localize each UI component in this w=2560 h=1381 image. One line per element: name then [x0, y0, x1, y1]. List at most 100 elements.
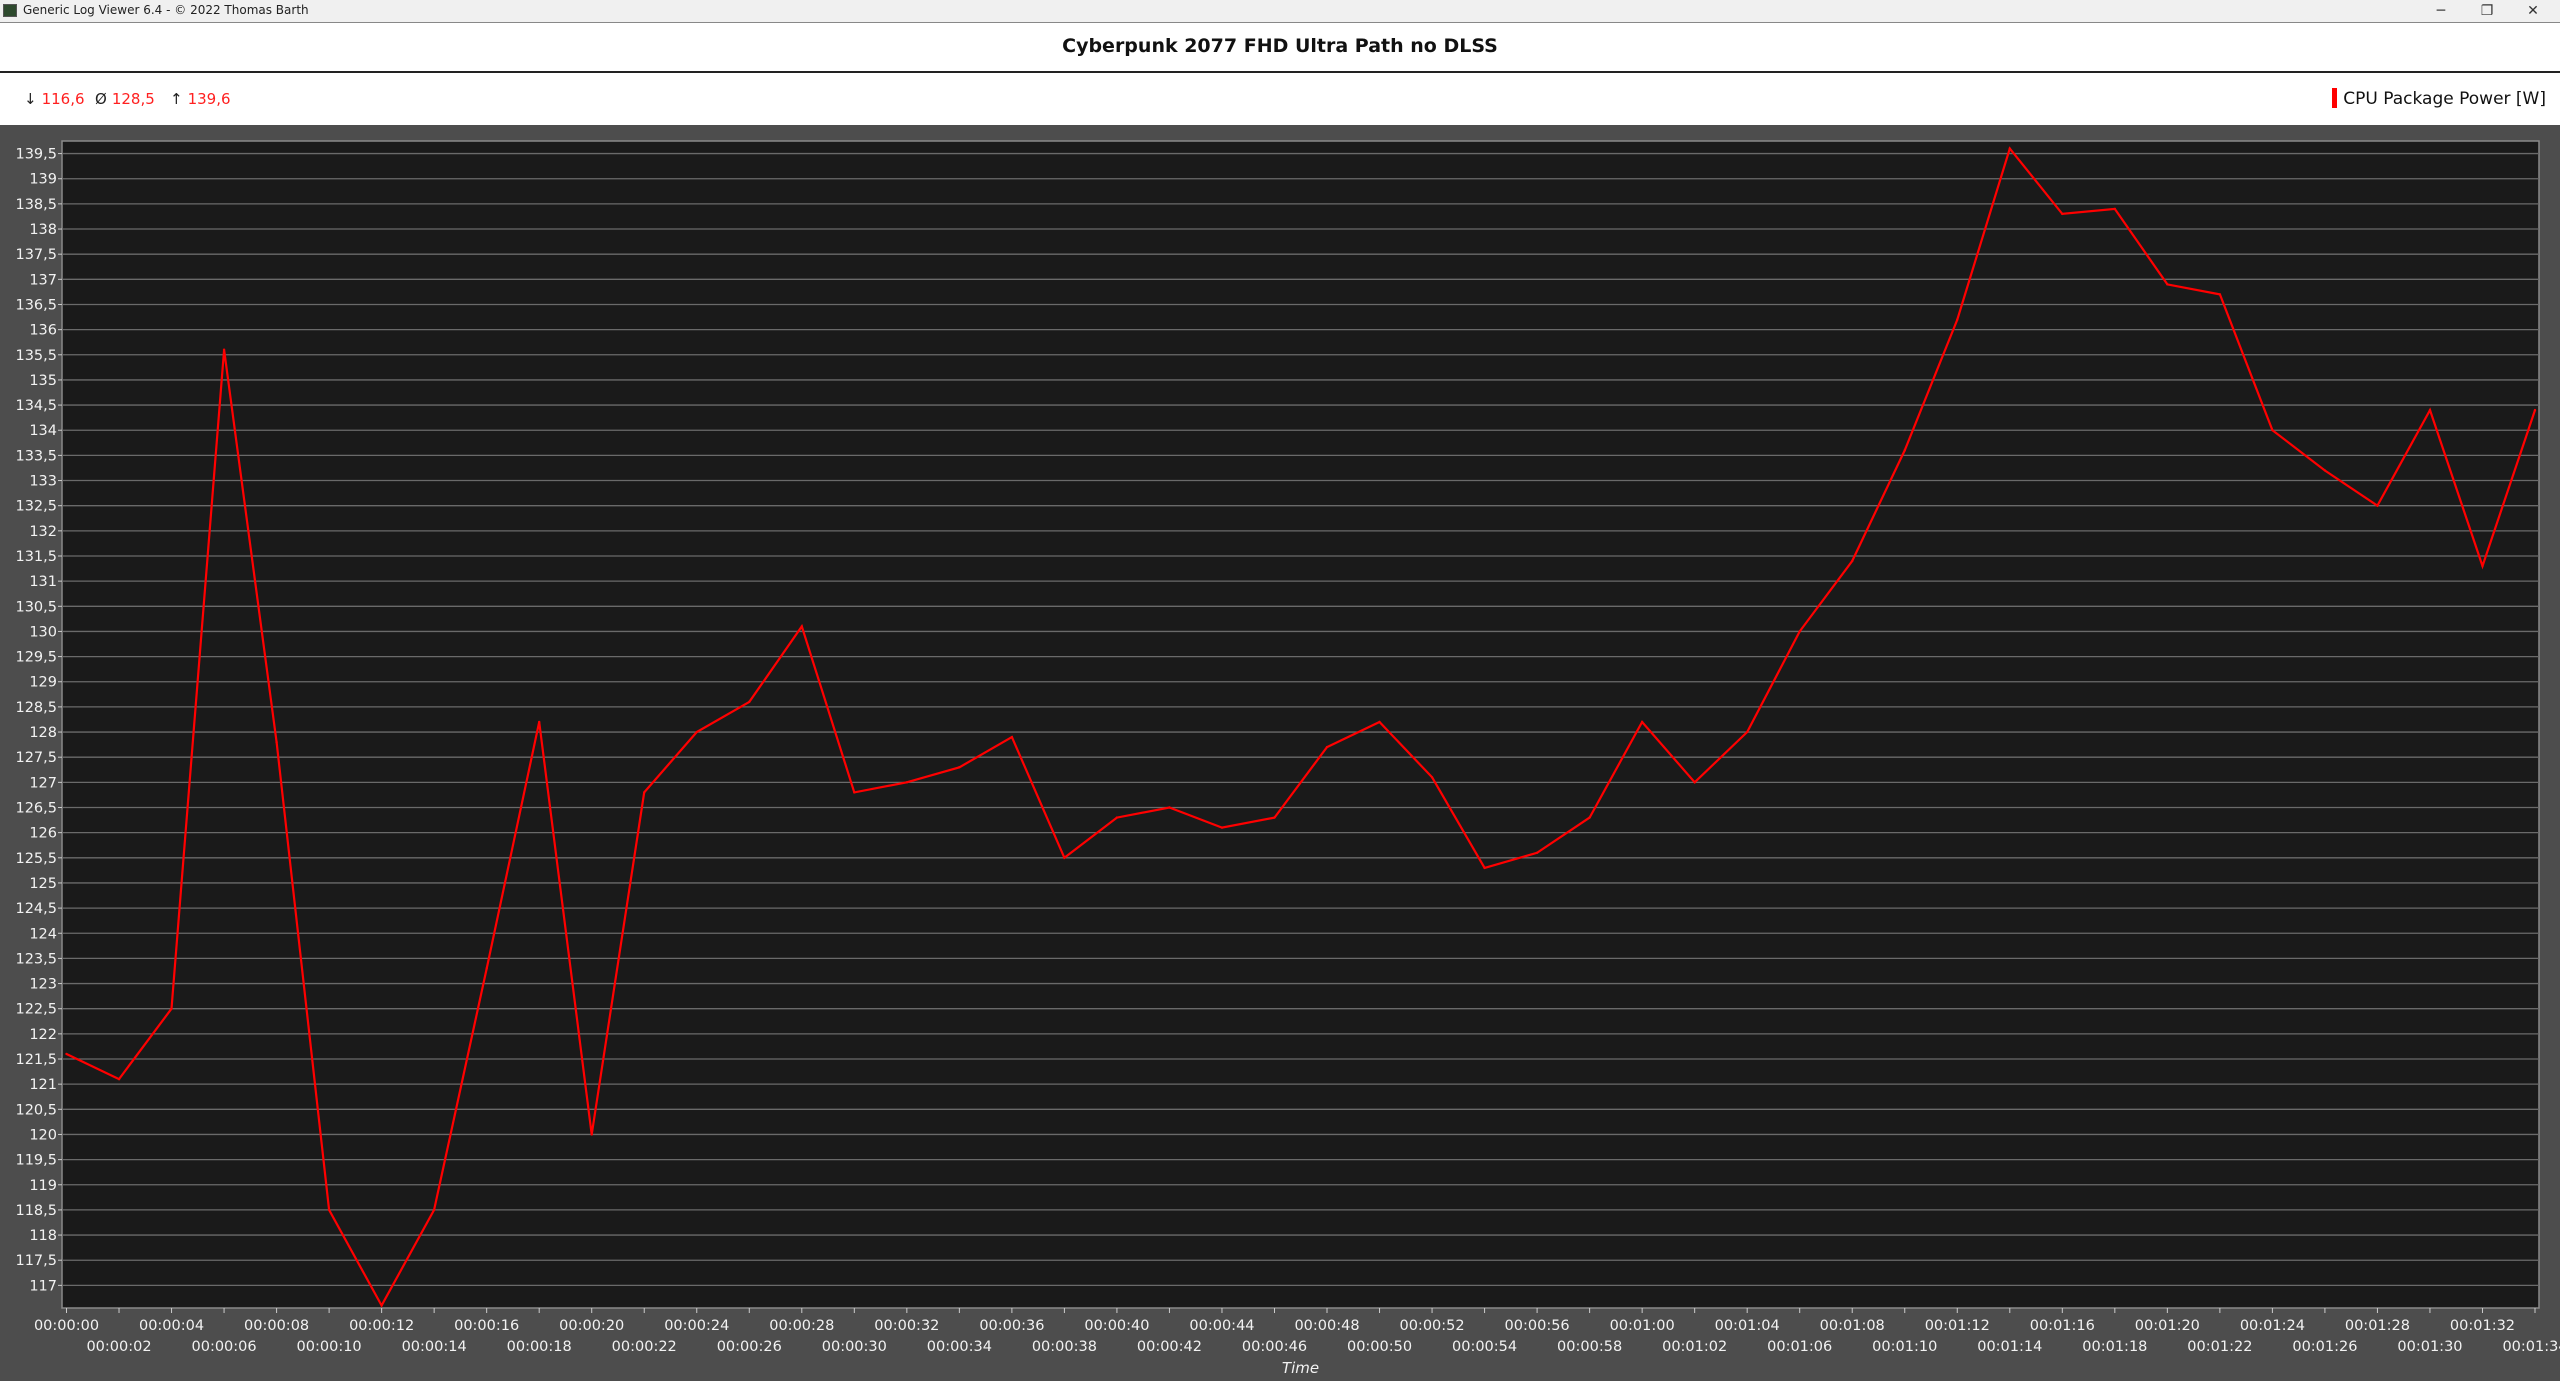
x-tick-label: 00:01:16	[2030, 1318, 2095, 1334]
data-point	[2008, 147, 2011, 150]
data-point	[537, 720, 541, 724]
data-point	[905, 781, 909, 784]
legend-item[interactable]: CPU Package Power [W]	[2332, 88, 2546, 109]
data-point	[2166, 283, 2169, 286]
y-tick-label: 118	[29, 1228, 57, 1244]
y-tick-label: 117	[29, 1278, 57, 1294]
stats-bar: ↓ 116,6 Ø 128,5 ↑ 139,6 CPU Package Power […	[0, 73, 2560, 125]
data-point	[117, 1077, 121, 1081]
x-tick-label: 00:00:06	[192, 1339, 257, 1355]
stat-max-value: 139,6	[187, 90, 231, 108]
data-point	[853, 791, 856, 794]
x-tick-label: 00:01:02	[1662, 1339, 1727, 1355]
x-tick-label: 00:00:02	[86, 1339, 151, 1355]
chart-title: Cyberpunk 2077 FHD Ultra Path no DLSS	[1062, 35, 1498, 57]
y-tick-label: 122	[29, 1027, 57, 1043]
y-tick-label: 120,5	[15, 1102, 57, 1118]
y-tick-label: 121	[29, 1077, 57, 1093]
data-point	[1640, 720, 1644, 724]
y-tick-label: 133,5	[15, 448, 57, 464]
data-point	[1851, 559, 1854, 563]
y-tick-label: 123	[29, 977, 57, 993]
data-point	[590, 1133, 593, 1136]
data-point	[1063, 856, 1066, 859]
y-tick-label: 136,5	[15, 297, 57, 313]
y-tick-label: 139,5	[15, 147, 57, 163]
y-tick-label: 119	[29, 1178, 57, 1194]
x-tick-label: 00:00:52	[1399, 1318, 1464, 1334]
x-tick-label: 00:01:18	[2082, 1339, 2147, 1355]
restore-button[interactable]: ❐	[2480, 3, 2494, 19]
x-tick-label: 00:00:16	[454, 1318, 519, 1334]
x-tick-label: 00:01:24	[2240, 1318, 2305, 1334]
series-line-cpu-package-power	[66, 146, 2537, 1308]
y-tick-label: 139	[29, 172, 57, 188]
y-tick-label: 129,5	[15, 650, 57, 666]
data-point	[432, 1208, 436, 1212]
y-tick-label: 127,5	[15, 750, 57, 766]
data-point	[170, 1007, 173, 1010]
y-tick-label: 117,5	[15, 1253, 57, 1269]
data-point	[65, 1052, 68, 1056]
x-tick-label: 00:01:34	[2502, 1339, 2560, 1355]
data-point	[1745, 730, 1749, 734]
y-tick-label: 118,5	[15, 1203, 57, 1219]
data-point	[1956, 318, 1959, 321]
y-tick-label: 119,5	[15, 1153, 57, 1169]
data-point	[2428, 408, 2432, 412]
data-point	[1535, 851, 1539, 854]
y-tick-label: 137	[29, 272, 57, 288]
x-tick-label: 00:01:22	[2187, 1339, 2252, 1355]
data-point	[748, 700, 751, 704]
x-tick-label: 00:01:14	[1977, 1339, 2042, 1355]
data-point	[2271, 429, 2274, 432]
x-tick-label: 00:00:54	[1452, 1339, 1517, 1355]
data-point	[275, 740, 278, 744]
x-tick-label: 00:00:36	[979, 1318, 1044, 1334]
x-tick-label: 00:00:46	[1242, 1339, 1307, 1355]
x-tick-label: 00:00:28	[769, 1318, 834, 1334]
y-tick-label: 135	[29, 373, 57, 389]
arrow-down-icon: ↓	[24, 90, 37, 108]
data-point	[2323, 469, 2327, 472]
x-tick-label: 00:00:04	[139, 1318, 204, 1334]
x-tick-label: 00:00:26	[717, 1339, 782, 1355]
data-point	[2061, 212, 2064, 216]
x-tick-label: 00:00:50	[1347, 1339, 1412, 1355]
y-tick-label: 130,5	[15, 599, 57, 615]
data-point	[1903, 449, 1906, 452]
data-point	[1325, 745, 1329, 749]
x-tick-label: 00:00:38	[1032, 1339, 1097, 1355]
data-point	[643, 791, 646, 794]
stat-avg: Ø 128,5	[95, 90, 155, 108]
x-tick-label: 00:00:10	[297, 1339, 362, 1355]
y-tick-label: 120	[29, 1127, 57, 1143]
data-point	[222, 348, 226, 351]
y-tick-label: 138	[29, 222, 57, 238]
x-tick-label: 00:00:00	[34, 1318, 99, 1334]
y-tick-label: 133	[29, 474, 57, 490]
data-point	[2481, 564, 2484, 568]
data-point	[1115, 816, 1119, 819]
data-point	[695, 730, 698, 734]
data-point	[2533, 408, 2537, 412]
y-tick-label: 134	[29, 423, 57, 439]
minimize-button[interactable]: ─	[2436, 3, 2446, 19]
average-icon: Ø	[95, 90, 107, 108]
y-tick-label: 137,5	[15, 247, 57, 263]
data-point	[2218, 293, 2222, 296]
data-point	[1378, 720, 1381, 724]
y-tick-label: 131	[29, 574, 57, 590]
data-point	[2376, 504, 2379, 507]
close-button[interactable]: ✕	[2527, 3, 2539, 19]
x-tick-label: 00:00:42	[1137, 1339, 1202, 1355]
y-tick-label: 124	[29, 926, 57, 942]
x-tick-label: 00:01:10	[1872, 1339, 1937, 1355]
y-tick-label: 121,5	[15, 1052, 57, 1068]
x-tick-label: 00:00:12	[349, 1318, 414, 1334]
x-tick-label: 00:00:18	[507, 1339, 572, 1355]
x-tick-label: 00:00:34	[927, 1339, 992, 1355]
x-tick-label: 00:01:08	[1820, 1318, 1885, 1334]
x-tick-label: 00:00:22	[612, 1339, 677, 1355]
